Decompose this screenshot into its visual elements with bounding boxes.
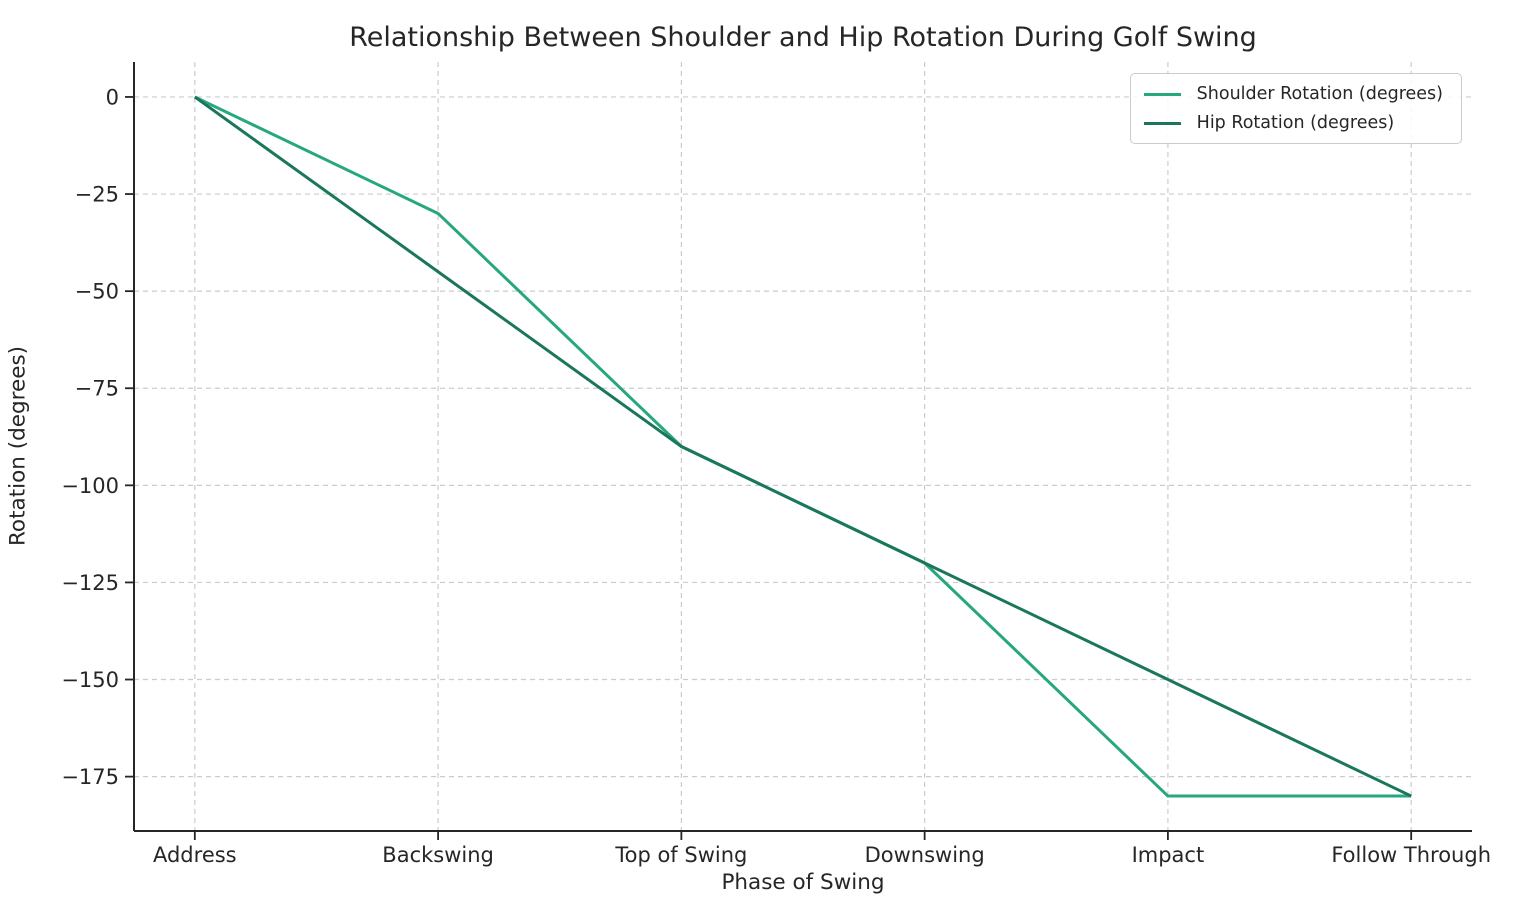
y-tick-label: −100 — [61, 474, 119, 498]
y-tick-label: −150 — [61, 668, 119, 692]
y-tick-label: 0 — [106, 85, 119, 109]
x-axis-label: Phase of Swing — [721, 870, 885, 895]
chart-title: Relationship Between Shoulder and Hip Ro… — [349, 22, 1257, 53]
x-tick-label: Impact — [1132, 843, 1205, 867]
x-tick-label: Follow Through — [1331, 843, 1491, 867]
y-tick-label: −50 — [75, 280, 119, 304]
series-line — [194, 95, 1412, 798]
legend-item: Shoulder Rotation (degrees) — [1143, 84, 1443, 104]
legend-line-swatch — [1143, 92, 1181, 96]
series-line — [193, 95, 1412, 798]
x-tick-label: Address — [153, 843, 237, 867]
y-tick-label: −75 — [75, 377, 119, 401]
legend-line-swatch — [1143, 121, 1181, 125]
legend-label: Hip Rotation (degrees) — [1196, 113, 1395, 133]
legend-item: Hip Rotation (degrees) — [1143, 113, 1443, 133]
y-tick-label: −25 — [75, 183, 119, 207]
y-tick-label: −125 — [61, 571, 119, 595]
x-tick-label: Top of Swing — [614, 843, 747, 867]
legend: Shoulder Rotation (degrees) Hip Rotation … — [1129, 73, 1462, 144]
y-tick-label: −175 — [61, 765, 119, 789]
y-axis-label: Rotation (degrees) — [5, 345, 31, 547]
x-tick-label: Backswing — [382, 843, 494, 867]
legend-label: Shoulder Rotation (degrees) — [1196, 84, 1443, 104]
x-tick-label: Downswing — [865, 843, 985, 867]
